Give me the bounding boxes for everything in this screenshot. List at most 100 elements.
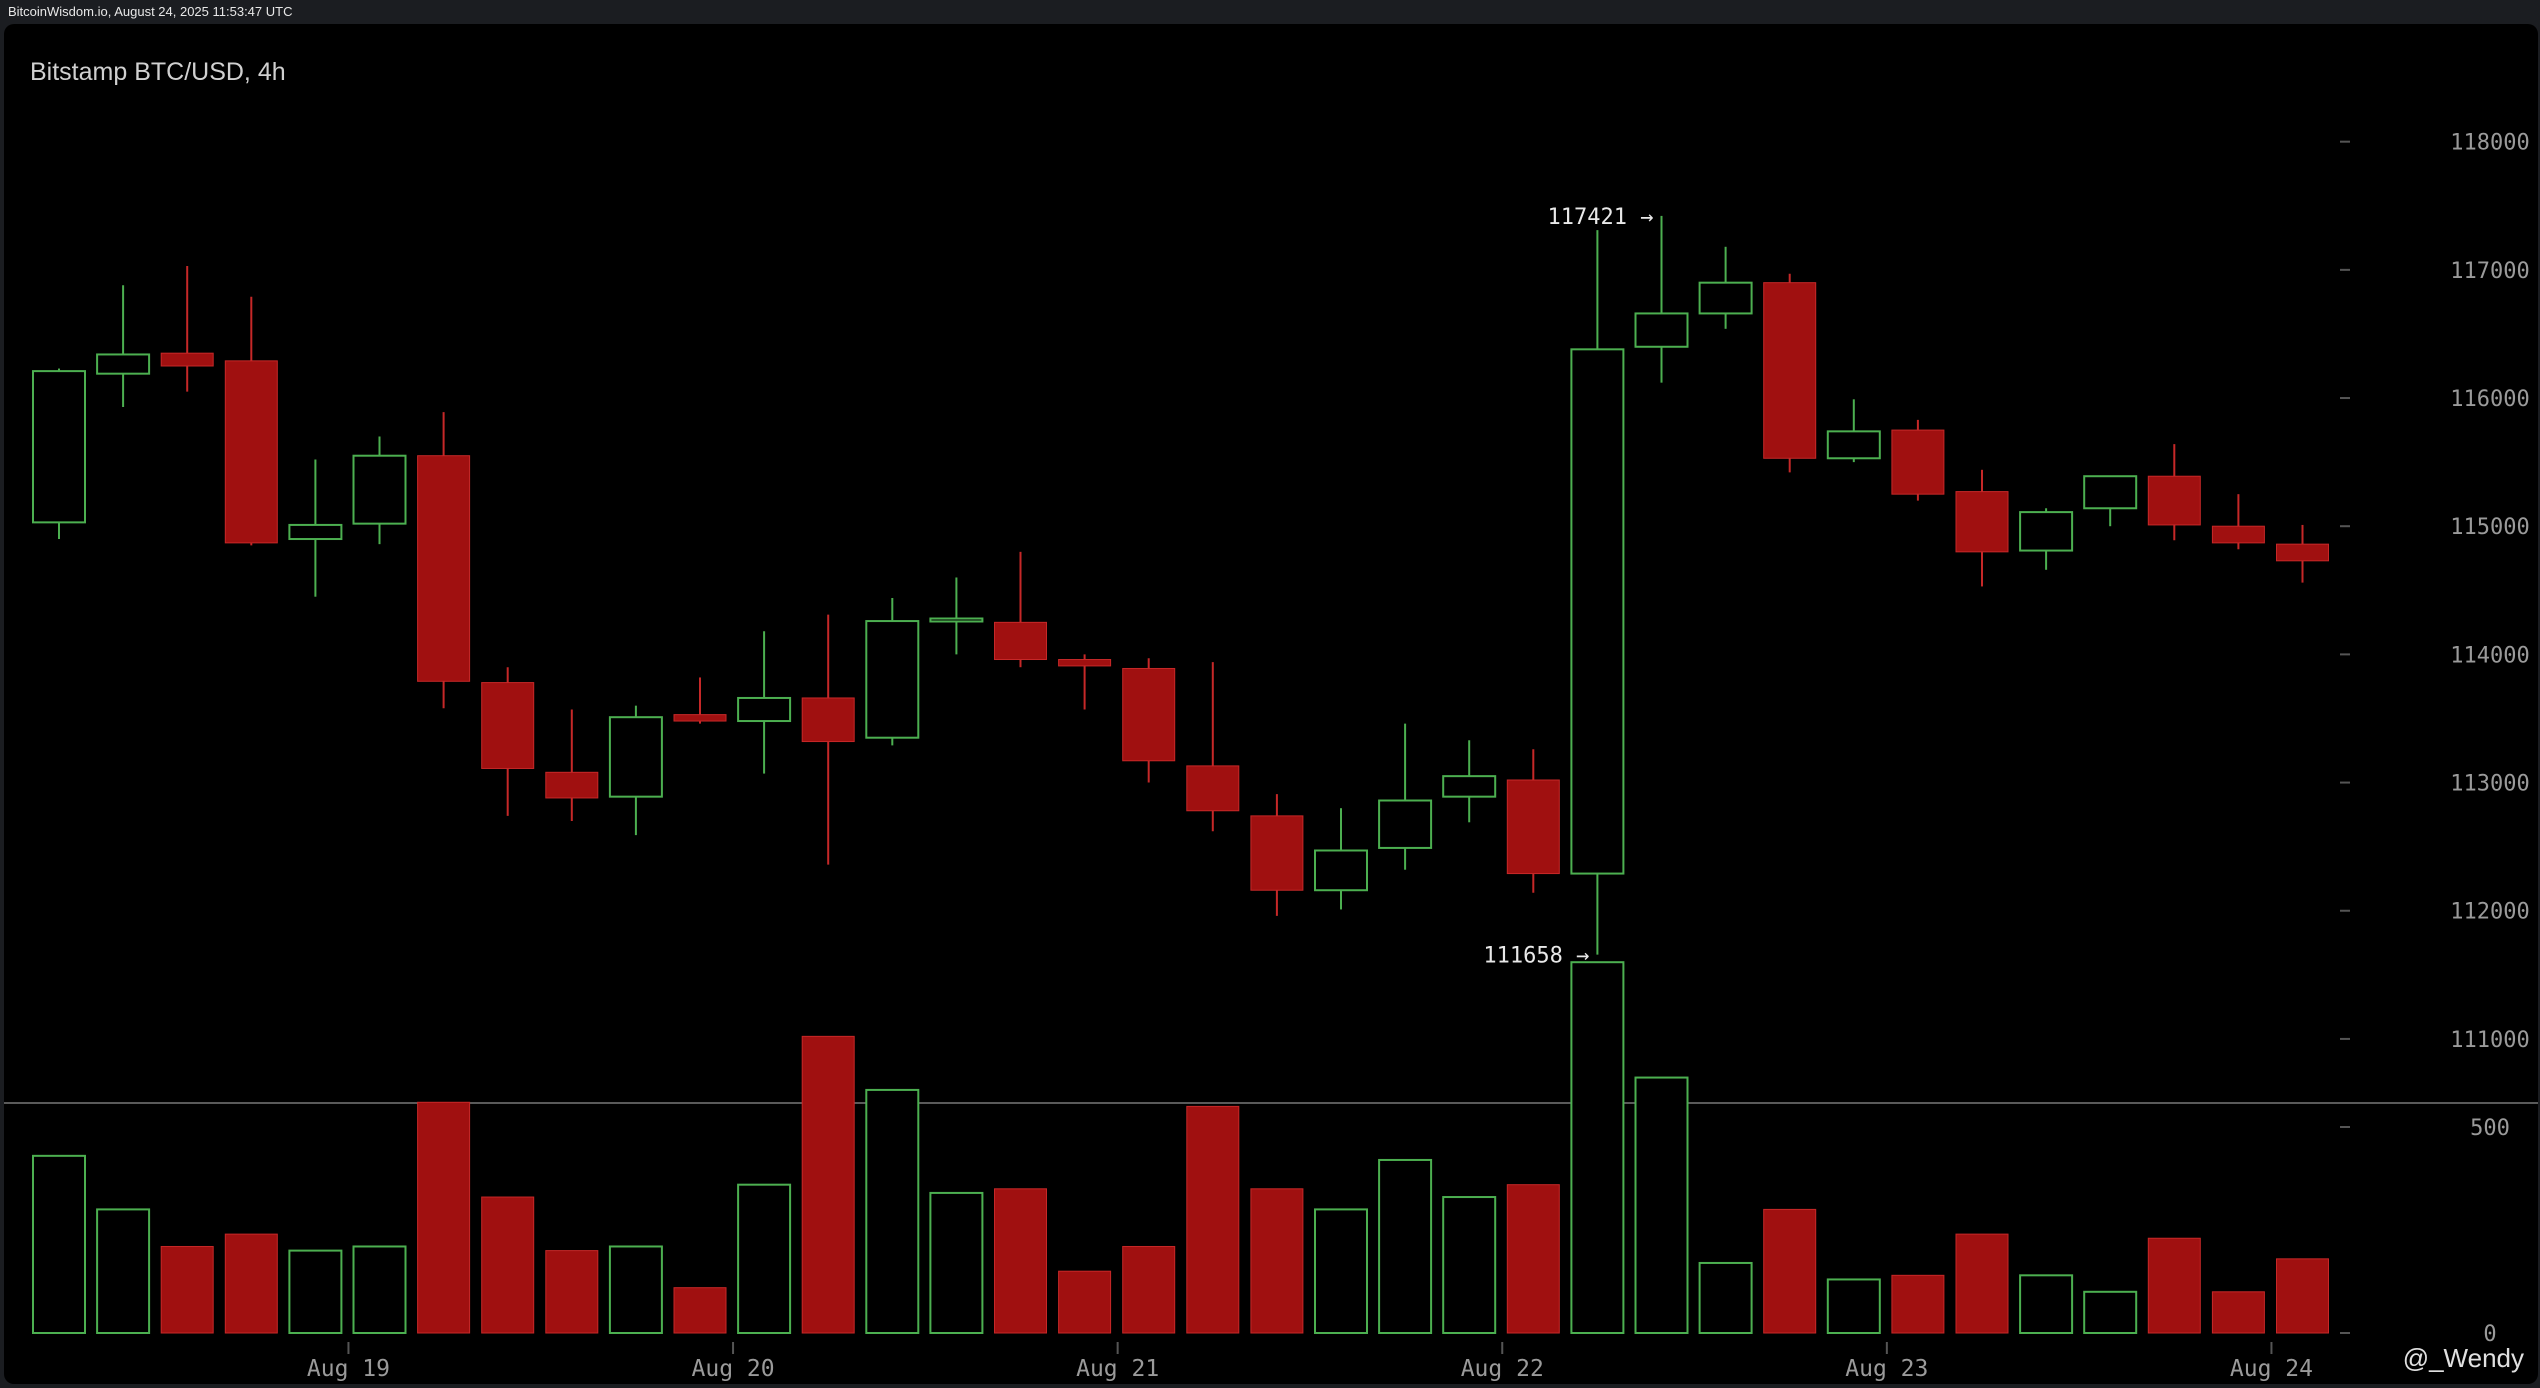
- candle-up: [1634, 215, 1689, 383]
- candle-body: [994, 621, 1047, 661]
- candle-body: [32, 370, 86, 524]
- candle-body: [1570, 348, 1625, 875]
- date-tick-label: Aug 21: [1076, 1356, 1159, 1382]
- volume-bar-down: [1955, 1233, 2009, 1334]
- price-tick-label: 112000: [2450, 900, 2529, 925]
- volume-bar-down: [2211, 1291, 2265, 1334]
- candle-up: [1442, 740, 1497, 823]
- price-annotation: 117421 →: [1548, 205, 1654, 230]
- price-tick-label: 115000: [2450, 515, 2529, 540]
- volume-bar-up: [1442, 1196, 1497, 1335]
- volume-bar-down: [224, 1233, 278, 1334]
- candle-body: [2211, 525, 2265, 544]
- candle-up: [96, 285, 151, 408]
- candle-up: [1826, 399, 1881, 463]
- candle-body: [1250, 815, 1304, 891]
- candle-up: [1570, 230, 1625, 955]
- volume-bar-down: [994, 1188, 1047, 1334]
- volume-bar-down: [1891, 1274, 1945, 1334]
- candle-down: [1122, 658, 1176, 783]
- candle-body: [160, 352, 214, 367]
- candle-up: [1698, 246, 1753, 329]
- candle-down: [2276, 524, 2329, 583]
- candle-body: [2276, 543, 2329, 562]
- candle-body: [1891, 429, 1945, 495]
- candle-body: [96, 353, 151, 375]
- candle-down: [1058, 654, 1112, 710]
- date-tick-label: Aug 19: [307, 1356, 390, 1382]
- volume-bar-down: [417, 1101, 471, 1334]
- candle-down: [224, 296, 278, 546]
- volume-bar-down: [545, 1250, 599, 1334]
- volume-bar-down: [673, 1287, 727, 1334]
- candle-body: [1186, 765, 1240, 812]
- candle-down: [2211, 494, 2265, 550]
- volume-bar-down: [801, 1035, 855, 1334]
- candle-body: [288, 523, 343, 541]
- volume-bar-down: [2276, 1258, 2329, 1334]
- candlestick-chart: 111000 112000 113000 114000 115000 116000 1170…: [4, 131, 2538, 1382]
- price-tick-label: 111000: [2450, 1028, 2529, 1053]
- candle-body: [1506, 779, 1560, 875]
- candle-up: [2019, 508, 2074, 570]
- volume-bar-up: [2019, 1274, 2074, 1334]
- volume-bar-up: [608, 1245, 663, 1334]
- candle-body: [865, 620, 920, 739]
- volume-bar-up: [1314, 1208, 1368, 1335]
- candle-down: [1506, 749, 1560, 893]
- volume-tick-label: 500: [2470, 1116, 2510, 1141]
- volume-bar-up: [737, 1183, 792, 1335]
- volume-bar-down: [2147, 1237, 2201, 1334]
- source-timestamp: BitcoinWisdom.io, August 24, 2025 11:53:…: [8, 4, 293, 19]
- candle-body: [1314, 849, 1368, 892]
- candle-up: [608, 705, 663, 836]
- candle-body: [608, 716, 663, 798]
- price-tick-label: 118000: [2450, 131, 2529, 156]
- candle-up: [352, 436, 407, 545]
- volume-bar-down: [160, 1245, 214, 1334]
- candle-body: [352, 454, 407, 525]
- price-tick-label: 117000: [2450, 259, 2529, 284]
- candle-body: [1826, 430, 1881, 460]
- candle-up: [1314, 808, 1368, 910]
- candle-body: [1442, 775, 1497, 798]
- candle-down: [673, 677, 727, 724]
- price-tick-label: 116000: [2450, 387, 2529, 412]
- candle-body: [1378, 799, 1433, 849]
- watermark: @_Wendy: [2402, 1343, 2524, 1373]
- candle-up: [929, 577, 984, 655]
- price-tick-label: 114000: [2450, 643, 2529, 668]
- volume-bar-up: [1570, 961, 1625, 1334]
- candle-body: [481, 682, 535, 769]
- candle-down: [481, 667, 535, 816]
- candle-body: [545, 771, 599, 799]
- date-tick-label: Aug 24: [2230, 1356, 2313, 1382]
- volume-bar-up: [1634, 1076, 1689, 1335]
- candle-down: [417, 412, 471, 709]
- volume-bar-down: [1250, 1188, 1304, 1334]
- volume-bar-up: [32, 1154, 86, 1334]
- candle-body: [1698, 281, 1753, 315]
- volume-bar-up: [288, 1249, 343, 1334]
- candle-body: [2083, 475, 2138, 510]
- price-tick-label: 113000: [2450, 772, 2529, 797]
- candle-down: [994, 551, 1047, 668]
- volume-bar-up: [865, 1088, 920, 1335]
- candle-body: [673, 714, 727, 722]
- volume-bar-up: [352, 1245, 407, 1334]
- candle-body: [1122, 667, 1176, 762]
- candle-down: [1186, 662, 1240, 832]
- volume-bar-up: [2083, 1290, 2138, 1335]
- volume-bar-down: [1763, 1208, 1817, 1334]
- candle-up: [1378, 723, 1433, 870]
- candle-body: [1058, 659, 1112, 667]
- candle-body: [2147, 475, 2201, 526]
- volume-bar-up: [96, 1208, 151, 1335]
- candle-up: [865, 597, 920, 746]
- volume-bar-down: [1122, 1245, 1176, 1334]
- candle-down: [801, 614, 855, 865]
- candle-body: [1955, 491, 2009, 553]
- candle-body: [737, 696, 792, 723]
- candle-up: [32, 368, 86, 540]
- volume-bar-up: [1378, 1158, 1433, 1334]
